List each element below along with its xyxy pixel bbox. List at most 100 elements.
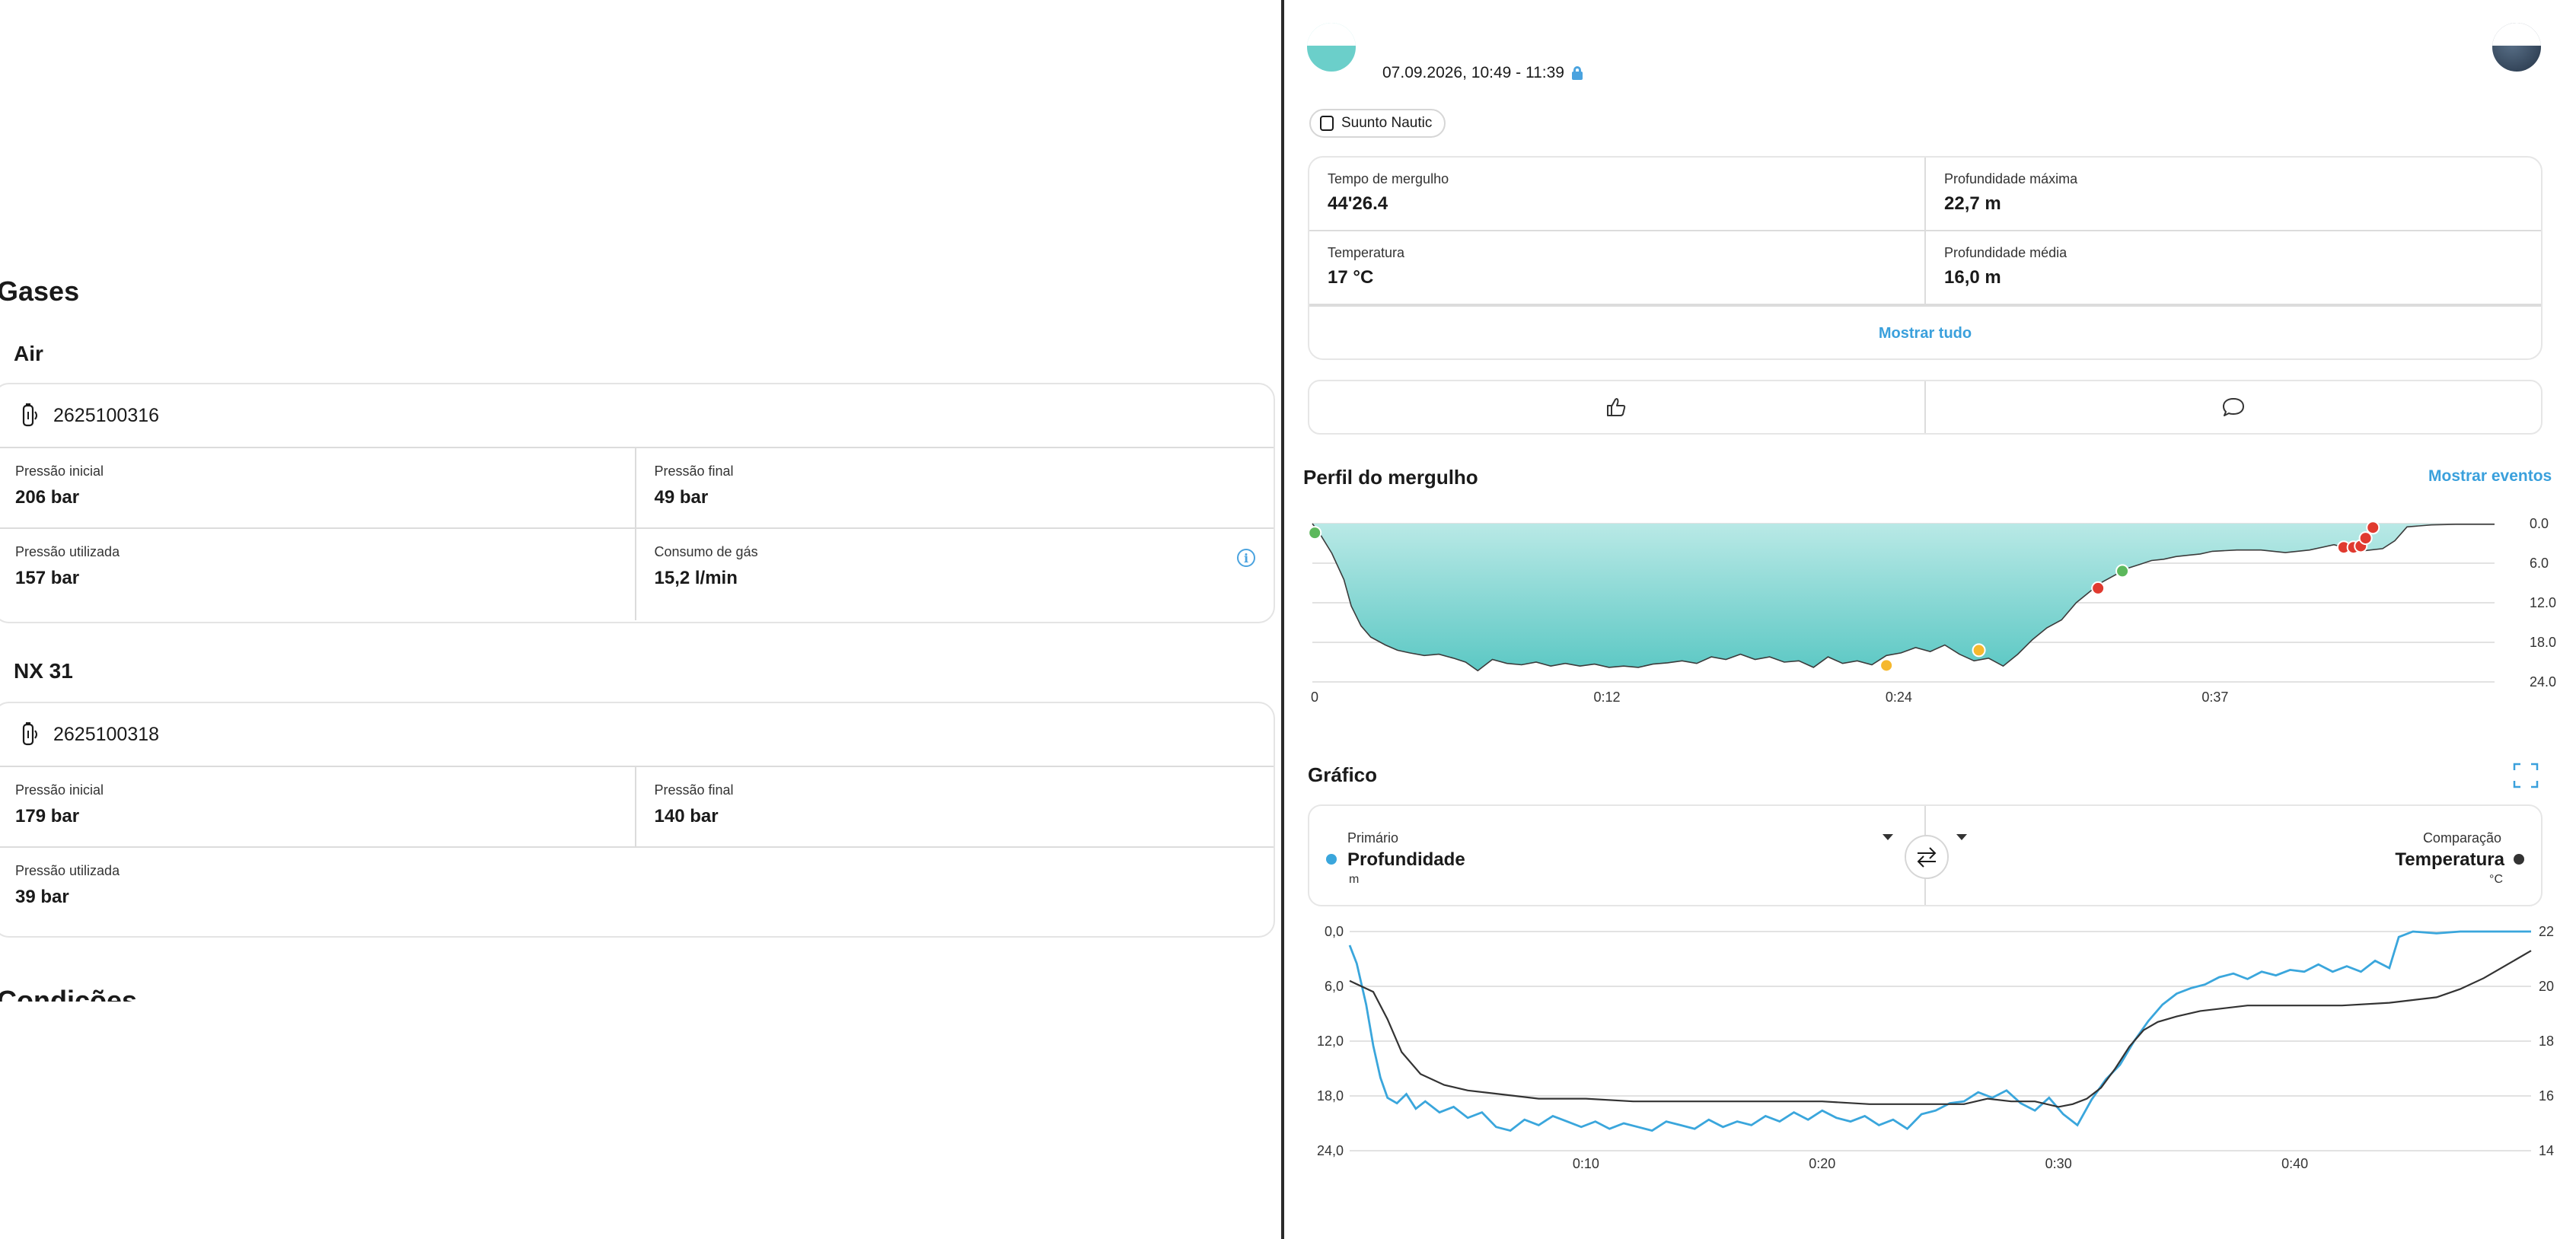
y-tick-label: 6.0 bbox=[2530, 556, 2549, 571]
primary-series-select[interactable]: Profundidade bbox=[1347, 849, 1465, 870]
series-line-temperatura bbox=[1349, 950, 2532, 1108]
end-pressure-value: 140 bar bbox=[654, 806, 719, 827]
depth-temperature-chart[interactable]: 0,0 22 6,0 20 12,0 18 18,0 16 24,0 14 0:10 0:20 0:30… bbox=[1284, 913, 2576, 1172]
end-pressure-cell: Pressão final 49 bar bbox=[634, 448, 1274, 527]
x-tick-label: 0:40 bbox=[2281, 1156, 2308, 1171]
used-pressure-value: 39 bar bbox=[15, 887, 69, 907]
dive-event-marker bbox=[1972, 643, 1986, 658]
temperature-label: Temperatura bbox=[1328, 245, 1405, 260]
gas-consumption-cell: Consumo de gás 15,2 l/min i bbox=[634, 529, 1274, 620]
x-tick-label: 0:37 bbox=[2201, 690, 2228, 705]
gas-row: Pressão inicial 206 bar Pressão final 49… bbox=[0, 448, 1274, 529]
chevron-down-icon[interactable] bbox=[1883, 834, 1893, 840]
conditions-title: Condições bbox=[0, 985, 138, 1002]
show-events-button[interactable]: Mostrar eventos bbox=[2428, 467, 2552, 485]
gas-consumption-label: Consumo de gás bbox=[654, 544, 758, 559]
show-all-button[interactable]: Mostrar tudo bbox=[1309, 305, 2541, 358]
max-depth-value: 22,7 m bbox=[1944, 193, 2001, 214]
panel-divider[interactable] bbox=[1281, 0, 1284, 1239]
end-pressure-cell: Pressão final 140 bar bbox=[634, 767, 1274, 846]
gas-name-nx31: NX 31 bbox=[14, 659, 73, 683]
y-tick-label: 24.0 bbox=[2530, 674, 2556, 690]
gas-card-nx31: 2625100318 Pressão inicial 179 bar Press… bbox=[0, 702, 1275, 938]
used-pressure-cell: Pressão utilizada 39 bar bbox=[0, 848, 1274, 936]
fullscreen-icon[interactable] bbox=[2513, 763, 2539, 788]
gas-row: Pressão utilizada 39 bar bbox=[0, 848, 1274, 936]
start-pressure-value: 206 bar bbox=[15, 487, 80, 508]
dive-event-marker bbox=[1308, 526, 1322, 540]
device-chip: Suunto Nautic bbox=[1309, 109, 1446, 138]
avg-depth-label: Profundidade média bbox=[1944, 245, 2067, 260]
user-avatar[interactable] bbox=[2492, 23, 2541, 72]
avg-depth-value: 16,0 m bbox=[1944, 267, 2001, 288]
dive-event-marker bbox=[2091, 581, 2106, 595]
tank-header: 2625100318 bbox=[0, 703, 1274, 767]
y-left-tick-label: 6,0 bbox=[1325, 979, 1344, 994]
depth-line bbox=[1312, 523, 2495, 672]
dive-event-marker bbox=[2366, 521, 2380, 535]
gas-card-air: 2625100316 Pressão inicial 206 bar Press… bbox=[0, 383, 1275, 623]
gas-row: Pressão utilizada 157 bar Consumo de gás… bbox=[0, 529, 1274, 620]
depth-area bbox=[1312, 524, 2495, 671]
y-right-tick-label: 18 bbox=[2539, 1034, 2554, 1049]
dive-time-label: Tempo de mergulho bbox=[1328, 171, 1449, 186]
graph-title: Gráfico bbox=[1308, 763, 1378, 786]
x-tick-label: 0 bbox=[1311, 690, 1318, 705]
series-line-profundidade bbox=[1348, 930, 2531, 1132]
start-pressure-cell: Pressão inicial 179 bar bbox=[0, 767, 635, 846]
x-tick-label: 0:12 bbox=[1593, 690, 1620, 705]
lock-icon bbox=[1571, 66, 1583, 80]
max-depth-label: Profundidade máxima bbox=[1944, 171, 2078, 186]
start-pressure-label: Pressão inicial bbox=[15, 463, 104, 479]
summary-card: Tempo de mergulho 44'26.4 Profundidade m… bbox=[1308, 156, 2543, 360]
gas-name-air: Air bbox=[14, 342, 43, 365]
dive-datetime: 07.09.2026, 10:49 - 11:39 bbox=[1382, 64, 1583, 82]
tank-transmitter-icon bbox=[22, 403, 37, 427]
used-pressure-label: Pressão utilizada bbox=[15, 544, 120, 559]
comparison-series-select[interactable]: Temperatura bbox=[2395, 849, 2504, 870]
dive-datetime-text: 07.09.2026, 10:49 - 11:39 bbox=[1382, 64, 1564, 81]
y-tick-label: 12.0 bbox=[2530, 595, 2556, 610]
thumbs-up-icon bbox=[1607, 398, 1626, 416]
dive-event-marker bbox=[2115, 564, 2130, 578]
dive-profile-chart[interactable]: 0.0 6.0 12.0 18.0 24.0 0 0:12 0:24 0:37 bbox=[1284, 502, 2576, 715]
info-icon[interactable]: i bbox=[1237, 549, 1255, 567]
used-pressure-cell: Pressão utilizada 157 bar bbox=[0, 529, 635, 620]
end-pressure-value: 49 bar bbox=[654, 487, 709, 508]
like-button[interactable] bbox=[1309, 381, 1924, 433]
x-tick-label: 0:30 bbox=[2045, 1156, 2072, 1171]
temperature-cell: Temperatura 17 °C bbox=[1309, 231, 1924, 304]
chevron-down-icon[interactable] bbox=[1956, 834, 1967, 840]
tank-id: 2625100316 bbox=[53, 404, 160, 426]
gases-panel: Gases Air 2625100316 Pressão inicial 206… bbox=[0, 0, 1281, 1239]
primary-label: Primário bbox=[1347, 830, 1399, 846]
dive-type-avatar bbox=[1307, 23, 1356, 72]
primary-series-dot bbox=[1326, 854, 1337, 865]
dive-detail-panel: 07.09.2026, 10:49 - 11:39 Suunto Nautic … bbox=[1284, 0, 2576, 1239]
dive-time-value: 44'26.4 bbox=[1328, 193, 1388, 214]
y-right-tick-label: 22 bbox=[2539, 924, 2554, 939]
gas-consumption-value: 15,2 l/min bbox=[654, 568, 738, 588]
x-tick-label: 0:24 bbox=[1886, 690, 1912, 705]
x-tick-label: 0:20 bbox=[1809, 1156, 1835, 1171]
swap-arrows-icon bbox=[1917, 847, 1937, 868]
comment-button[interactable] bbox=[1924, 381, 2541, 433]
comparison-unit: °C bbox=[2489, 873, 2503, 886]
watch-icon bbox=[1320, 116, 1334, 131]
swap-series-button[interactable] bbox=[1905, 835, 1949, 879]
summary-row: Tempo de mergulho 44'26.4 Profundidade m… bbox=[1309, 158, 2541, 231]
end-pressure-label: Pressão final bbox=[654, 463, 734, 479]
primary-unit: m bbox=[1349, 873, 1360, 886]
temperature-value: 17 °C bbox=[1328, 267, 1374, 288]
y-tick-label: 0.0 bbox=[2530, 516, 2549, 531]
summary-row: Temperatura 17 °C Profundidade média 16,… bbox=[1309, 231, 2541, 305]
comparison-series-dot bbox=[2514, 854, 2524, 865]
y-left-tick-label: 24,0 bbox=[1317, 1143, 1344, 1158]
start-pressure-value: 179 bar bbox=[15, 806, 80, 827]
device-name: Suunto Nautic bbox=[1341, 115, 1433, 131]
used-pressure-value: 157 bar bbox=[15, 568, 80, 588]
used-pressure-label: Pressão utilizada bbox=[15, 863, 120, 878]
gases-title: Gases bbox=[0, 276, 80, 307]
dive-event-marker bbox=[2358, 531, 2373, 546]
y-right-tick-label: 20 bbox=[2539, 979, 2554, 994]
